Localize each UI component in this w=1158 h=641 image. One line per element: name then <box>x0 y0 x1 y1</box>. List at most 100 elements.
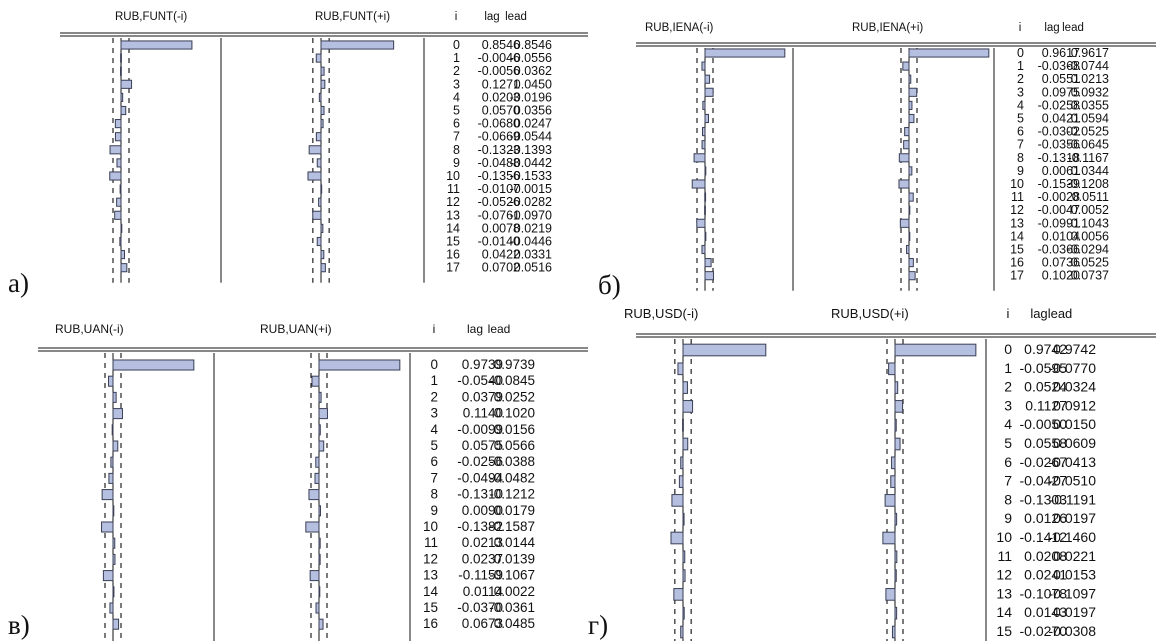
bar-lag-11 <box>682 550 686 564</box>
bar-lag-5 <box>682 437 689 451</box>
bar-lead-7 <box>890 475 896 488</box>
row-i-7: 7 <box>430 470 438 485</box>
row-lead-12: 0.0052 <box>1071 203 1109 217</box>
row-i-14: 14 <box>1010 229 1024 243</box>
row-lead-13: -0.1043 <box>1067 216 1109 230</box>
bar-lag-0 <box>682 343 767 357</box>
bar-lag-15 <box>701 244 706 255</box>
row-lag-9: 0.0061 <box>1042 164 1080 178</box>
row-lag-7: -0.0669 <box>478 130 520 144</box>
row-lead-3: 0.1020 <box>494 406 535 421</box>
row-i-15: 15 <box>423 600 438 615</box>
row-lead-11: 0.0511 <box>1072 190 1109 204</box>
row-lag-3: 0.1127 <box>1025 397 1067 413</box>
row-i-11: 11 <box>447 182 460 196</box>
bar-lead-16 <box>908 258 914 268</box>
row-lead-12: 0.0139 <box>494 551 535 566</box>
bar-lead-4 <box>908 100 913 110</box>
row-i-5: 5 <box>1004 435 1012 451</box>
header-i: i <box>1007 306 1010 321</box>
row-lead-14: 0.0022 <box>494 584 535 599</box>
row-lag-1: -0.0540 <box>457 373 503 388</box>
bar-lead-5 <box>894 437 901 451</box>
row-i-12: 12 <box>996 567 1012 583</box>
row-i-2: 2 <box>1017 72 1024 86</box>
row-i-4: 4 <box>1004 416 1012 432</box>
row-i-9: 9 <box>1017 164 1024 178</box>
bar-lag-10 <box>670 531 684 545</box>
bar-lag-6 <box>114 119 122 129</box>
row-lag-15: -0.0366 <box>1038 243 1080 257</box>
bar-lead-13 <box>312 210 322 220</box>
row-lag-0: 0.9742 <box>1024 341 1067 357</box>
row-i-10: 10 <box>1010 177 1024 191</box>
row-lag-12: -0.0526 <box>478 195 520 209</box>
row-lead-11: -0.0015 <box>510 182 552 196</box>
row-lead-1: -0.0770 <box>1049 360 1097 376</box>
panel-label-d: г) <box>588 610 609 640</box>
row-lead-4: 0.0150 <box>1053 416 1096 432</box>
bar-lag-15 <box>109 602 114 614</box>
bar-lag-6 <box>701 127 706 137</box>
bar-lag-5 <box>120 105 127 116</box>
bar-lead-5 <box>908 113 915 124</box>
row-i-10: 10 <box>446 169 460 183</box>
row-lag-7: -0.0356 <box>1038 138 1080 152</box>
row-lag-3: 0.0975 <box>1042 85 1080 99</box>
header-lag: lag <box>484 11 499 23</box>
bar-lead-8 <box>898 153 910 163</box>
row-lead-7: -0.0482 <box>489 470 535 485</box>
row-lead-1: -0.0845 <box>489 373 535 388</box>
row-i-2: 2 <box>430 389 438 404</box>
row-lag-11: -0.0107 <box>478 182 520 196</box>
bar-lead-10 <box>898 179 910 189</box>
row-lag-14: 0.0078 <box>482 221 520 235</box>
series-title-1: RUB,FUNT(-i) <box>115 11 187 23</box>
bar-lag-11 <box>112 537 116 549</box>
bar-lag-3 <box>704 87 714 97</box>
bar-lag-13 <box>673 588 684 601</box>
row-i-5: 5 <box>430 438 438 453</box>
row-i-1: 1 <box>1017 59 1024 73</box>
row-lead-16: 0.0331 <box>514 248 552 262</box>
row-i-3: 3 <box>1017 85 1024 99</box>
panel-a: RUB,FUNT(-i) RUB,FUNT(+i) i lag lead 0 0.8546 0… <box>0 0 590 300</box>
series-title-2: RUB,FUNT(+i) <box>315 11 390 23</box>
row-i-13: 13 <box>423 568 438 583</box>
bar-lead-10 <box>305 521 320 533</box>
row-i-14: 14 <box>996 604 1012 620</box>
row-i-13: 13 <box>1010 216 1024 230</box>
row-lead-15: -0.0361 <box>489 600 535 615</box>
row-lag-6: -0.0302 <box>1038 125 1080 139</box>
bar-lead-11 <box>318 537 321 549</box>
row-lag-1: -0.0368 <box>1038 59 1080 73</box>
row-lead-6: -0.0388 <box>489 454 535 469</box>
header-lag: lag <box>1030 306 1047 321</box>
row-lag-6: -0.0680 <box>478 117 520 131</box>
bar-lag-4 <box>111 424 114 436</box>
series-title-2: RUB,USD(+i) <box>831 306 909 321</box>
bar-lag-17 <box>120 263 128 273</box>
row-i-15: 15 <box>1010 243 1024 257</box>
row-lag-4: -0.0099 <box>457 422 503 437</box>
row-lead-6: -0.0413 <box>1049 454 1097 470</box>
row-lag-15: -0.0270 <box>1020 623 1068 639</box>
row-lead-15: -0.0308 <box>1049 623 1097 639</box>
row-lead-2: 0.0362 <box>514 64 552 78</box>
bar-lead-0 <box>894 343 977 357</box>
panel-b: RUB,IENA(-i) RUB,IENA(+i) i lag lead 0 0.9617 0… <box>596 0 1158 300</box>
row-i-6: 6 <box>430 454 438 469</box>
bar-lead-6 <box>315 456 320 468</box>
row-lag-11: 0.0208 <box>1024 548 1067 564</box>
row-lead-0: 0.9742 <box>1053 341 1096 357</box>
row-lag-13: -0.0991 <box>1038 216 1080 230</box>
bar-lead-8 <box>308 489 320 501</box>
bar-lag-8 <box>101 489 114 501</box>
row-lead-12: 0.0153 <box>1053 567 1096 583</box>
row-lag-5: 0.0558 <box>1024 435 1067 451</box>
bar-lead-14 <box>318 586 321 598</box>
bar-lead-11 <box>320 184 323 194</box>
bar-lead-2 <box>894 381 899 394</box>
row-lag-8: -0.1323 <box>478 143 520 157</box>
bar-lag-2 <box>682 381 688 394</box>
